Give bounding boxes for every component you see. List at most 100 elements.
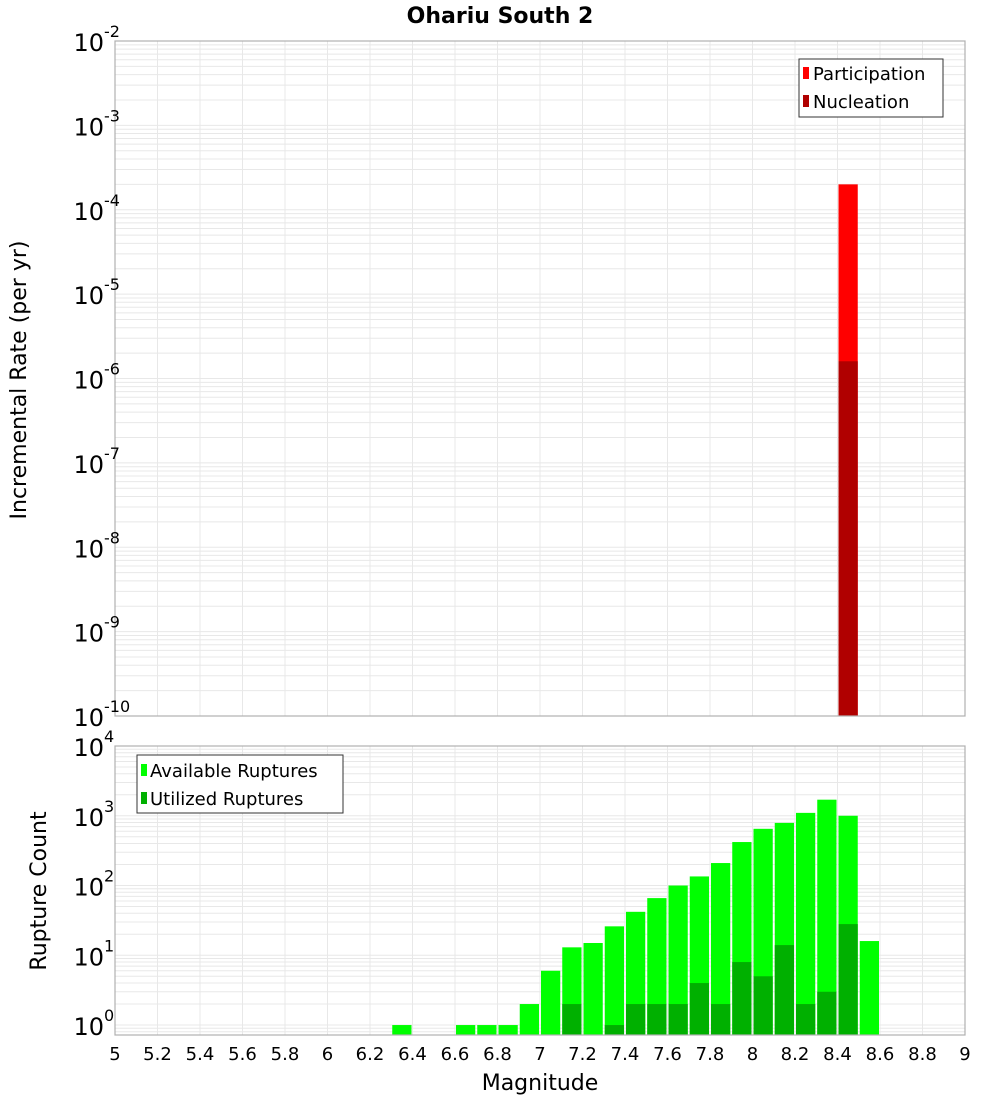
- y-tick-exponent: 4: [104, 727, 114, 746]
- bar: [583, 943, 603, 1035]
- y-tick-label: 10: [73, 198, 104, 226]
- bar: [817, 799, 837, 1035]
- x-tick-label: 5.2: [143, 1044, 172, 1065]
- upper-y-axis-ticks: 10-210-310-410-510-610-710-810-910-10: [73, 22, 130, 732]
- y-tick-exponent: -9: [104, 613, 120, 632]
- upper-plot-border: [114, 40, 966, 717]
- y-tick-label: 10: [73, 734, 104, 762]
- bar: [668, 1004, 688, 1035]
- legend-available-label: Available Ruptures: [150, 761, 318, 782]
- upper-plot-rate: 10-210-310-410-510-610-710-810-910-10 In…: [7, 22, 966, 732]
- x-axis-label: Magnitude: [482, 1071, 599, 1096]
- y-tick-exponent: -4: [104, 191, 120, 210]
- participation-swatch: [803, 67, 809, 79]
- x-tick-label: 7.8: [696, 1044, 725, 1065]
- x-tick-label: 5.8: [271, 1044, 300, 1065]
- bar: [477, 1025, 497, 1035]
- y-tick-label: 10: [73, 367, 104, 395]
- y-tick-label: 10: [73, 804, 104, 832]
- bar: [774, 945, 794, 1035]
- bar: [817, 991, 837, 1035]
- y-tick-exponent: 0: [104, 1006, 114, 1025]
- lower-legend-box: [136, 754, 344, 814]
- bar: [796, 1004, 816, 1035]
- x-tick-label: 5: [109, 1044, 120, 1065]
- y-tick-label: 10: [73, 874, 104, 902]
- y-tick-exponent: -3: [104, 106, 120, 125]
- bar: [647, 1004, 667, 1035]
- legend-participation-label: Participation: [813, 64, 925, 85]
- x-tick-label: 7: [534, 1044, 545, 1065]
- bar: [838, 361, 858, 716]
- bar: [626, 1004, 646, 1035]
- upper-legend: Participation Nucleation: [798, 58, 944, 118]
- x-tick-label: 8.6: [866, 1044, 895, 1065]
- bar: [498, 1025, 518, 1035]
- bar: [711, 863, 731, 1035]
- upper-y-axis-label: Incremental Rate (per yr): [7, 241, 32, 520]
- y-tick-exponent: -8: [104, 528, 120, 547]
- x-tick-label: 8.4: [823, 1044, 852, 1065]
- bar: [604, 926, 624, 1035]
- x-tick-label: 6.4: [398, 1044, 427, 1065]
- y-tick-exponent: -6: [104, 360, 120, 379]
- y-tick-label: 10: [73, 535, 104, 563]
- bar: [753, 976, 773, 1035]
- y-tick-exponent: -7: [104, 444, 120, 463]
- bar: [519, 1004, 539, 1035]
- y-tick-exponent: 1: [104, 936, 114, 955]
- bar: [541, 970, 561, 1035]
- bar: [859, 941, 879, 1035]
- bar: [668, 885, 688, 1035]
- y-tick-label: 10: [73, 943, 104, 971]
- y-tick-label: 10: [73, 29, 104, 57]
- nucleation-swatch: [803, 95, 809, 107]
- x-tick-label: 5.6: [228, 1044, 257, 1065]
- bar: [838, 924, 858, 1035]
- x-tick-label: 8.2: [781, 1044, 810, 1065]
- bar: [456, 1025, 476, 1035]
- legend-utilized-label: Utilized Ruptures: [150, 789, 303, 810]
- y-tick-exponent: -5: [104, 275, 120, 294]
- x-tick-label: 7.2: [568, 1044, 597, 1065]
- upper-gridlines: [114, 41, 966, 717]
- upper-bars: [838, 184, 858, 717]
- lower-y-axis-label: Rupture Count: [27, 811, 52, 971]
- bar: [711, 1004, 731, 1035]
- y-tick-exponent: -2: [104, 22, 120, 41]
- x-tick-label: 5.4: [186, 1044, 215, 1065]
- bar: [604, 1025, 624, 1035]
- y-tick-exponent: 3: [104, 797, 114, 816]
- upper-legend-box: [798, 58, 944, 118]
- lower-plot-border: [114, 745, 966, 1036]
- y-tick-label: 10: [73, 620, 104, 648]
- y-tick-label: 10: [73, 1013, 104, 1041]
- legend-nucleation-label: Nucleation: [813, 92, 909, 113]
- bar: [562, 1004, 582, 1035]
- bar: [732, 962, 752, 1035]
- bar: [796, 812, 816, 1035]
- x-tick-label: 9: [959, 1044, 970, 1065]
- y-tick-label: 10: [73, 451, 104, 479]
- x-tick-label: 6.8: [483, 1044, 512, 1065]
- x-tick-label: 8.8: [908, 1044, 937, 1065]
- y-tick-label: 10: [73, 282, 104, 310]
- x-tick-label: 7.6: [653, 1044, 682, 1065]
- y-tick-label: 10: [73, 113, 104, 141]
- x-tick-label: 6.2: [356, 1044, 385, 1065]
- bar: [392, 1025, 412, 1035]
- x-tick-label: 7.4: [611, 1044, 640, 1065]
- lower-legend: Available Ruptures Utilized Ruptures: [136, 754, 344, 814]
- bar: [689, 983, 709, 1035]
- x-axis-ticks: 5 5.2 5.4 5.6 5.8 6 6.2 6.4 6.6 6.8 7 7.2 7.4 7.6 7.8 8…: [109, 1044, 970, 1065]
- y-tick-exponent: 2: [104, 867, 114, 886]
- lower-bars: [392, 799, 879, 1035]
- x-tick-label: 6.6: [441, 1044, 470, 1065]
- x-tick-label: 8: [747, 1044, 758, 1065]
- y-tick-label: 10: [73, 704, 104, 732]
- x-tick-label: 6: [322, 1044, 333, 1065]
